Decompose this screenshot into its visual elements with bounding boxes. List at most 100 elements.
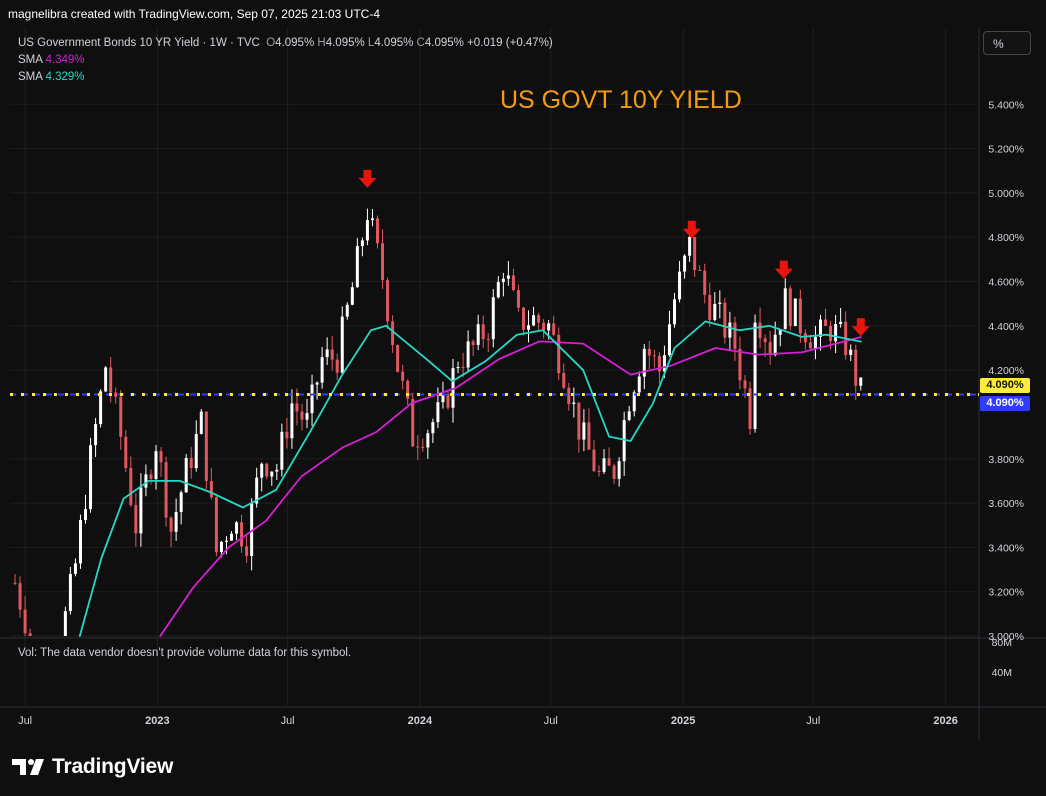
time-tick-label: Jul <box>18 715 32 727</box>
candle-body <box>632 392 636 412</box>
open-value: 4.095% <box>275 37 315 49</box>
candle <box>300 403 304 431</box>
candle <box>562 363 566 390</box>
candle-body <box>99 391 103 425</box>
candle-body <box>768 342 772 355</box>
candle <box>521 306 525 336</box>
candle <box>567 383 571 411</box>
candle-body <box>542 322 546 331</box>
price-tick-label: 4.400% <box>988 321 1024 333</box>
candle <box>527 310 531 343</box>
candle-body <box>587 422 591 450</box>
candle-body <box>642 348 646 377</box>
price-axis[interactable]: 5.400% 5.200% 5.000% 4.800% 4.600% 4.400% 4.20… <box>988 99 1024 643</box>
candle <box>335 353 339 380</box>
candle <box>748 381 752 435</box>
sma2-label[interactable]: SMA <box>18 71 43 83</box>
candle <box>416 435 420 461</box>
candle <box>718 290 722 319</box>
candle-body <box>386 280 390 322</box>
candle <box>396 344 400 373</box>
price-tick-label: 3.200% <box>988 587 1024 599</box>
price-tick-label: 4.600% <box>988 277 1024 289</box>
candle-body <box>783 288 787 330</box>
candle <box>250 498 254 571</box>
candle <box>94 417 98 457</box>
sma-slow-line <box>159 336 862 637</box>
candle <box>793 298 797 327</box>
candle <box>607 447 611 466</box>
price-tick-label: 3.000% <box>988 631 1024 643</box>
candle-body <box>144 474 148 488</box>
low-value: 4.095% <box>374 37 414 49</box>
candle-body <box>164 462 168 518</box>
candle-body <box>662 355 666 372</box>
candle <box>240 514 244 553</box>
high-label: H <box>317 37 326 49</box>
candle <box>275 463 279 480</box>
time-tick-label: Jul <box>544 715 558 727</box>
candle <box>708 282 712 327</box>
candle <box>466 330 470 372</box>
candle-body <box>28 633 32 636</box>
candle <box>542 318 546 339</box>
candle <box>199 408 203 435</box>
candle <box>652 349 656 368</box>
candle <box>189 447 193 479</box>
candle-body <box>104 367 108 392</box>
candle <box>461 352 465 378</box>
candle-body <box>194 433 198 469</box>
candle-body <box>320 357 324 383</box>
candle <box>290 389 294 449</box>
candle <box>401 364 405 390</box>
candle-body <box>300 411 304 420</box>
tradingview-logo[interactable]: TradingView <box>12 755 173 778</box>
chart-legend[interactable]: US Government Bonds 10 YR Yield · 1W · T… <box>18 35 553 86</box>
candle-body <box>607 458 611 466</box>
legend-symbol-row[interactable]: US Government Bonds 10 YR Yield · 1W · T… <box>18 35 553 52</box>
candle <box>144 464 148 497</box>
candle-body <box>224 540 228 542</box>
candle <box>310 374 314 427</box>
candle-body <box>149 474 153 479</box>
tradingview-logo-icon <box>12 759 44 775</box>
candle <box>834 315 838 354</box>
candle-body <box>290 403 294 439</box>
candle-body <box>763 338 767 343</box>
candle <box>285 417 289 449</box>
percent-scale-button[interactable]: % <box>983 31 1031 55</box>
candle <box>491 289 495 348</box>
symbol-name[interactable]: US Government Bonds 10 YR Yield · 1W · T… <box>18 37 260 49</box>
candle-body <box>129 467 133 506</box>
candle <box>587 408 591 450</box>
candle-body <box>250 503 254 556</box>
candle <box>204 411 208 490</box>
candle <box>23 595 27 636</box>
candle-body <box>723 302 727 338</box>
candle-body <box>325 349 329 358</box>
time-tick-label: Jul <box>806 715 820 727</box>
legend-sma2-row[interactable]: SMA 4.329% <box>18 69 553 86</box>
candle-body <box>426 433 430 448</box>
candle-body <box>793 298 797 326</box>
price-tick-label: 3.600% <box>988 498 1024 510</box>
candle-body <box>370 218 374 221</box>
time-axis[interactable]: Jul 2023 Jul 2024 Jul 2025 Jul 2026 <box>18 715 958 727</box>
candle-body <box>184 458 188 493</box>
candle-body <box>94 424 98 446</box>
price-tick-label: 5.400% <box>988 99 1024 111</box>
sma1-label[interactable]: SMA <box>18 54 43 66</box>
volume-tick-label: 80M <box>992 637 1012 649</box>
candle-body <box>678 271 682 300</box>
candle <box>577 402 581 453</box>
candle <box>532 306 536 327</box>
candle-body <box>436 402 440 423</box>
candle <box>703 263 707 304</box>
legend-sma1-row[interactable]: SMA 4.349% <box>18 52 553 69</box>
close-label: C <box>416 37 425 49</box>
candle <box>667 310 671 357</box>
candle-body <box>496 282 500 298</box>
candle-body <box>109 367 113 393</box>
price-tick-label: 5.000% <box>988 188 1024 200</box>
